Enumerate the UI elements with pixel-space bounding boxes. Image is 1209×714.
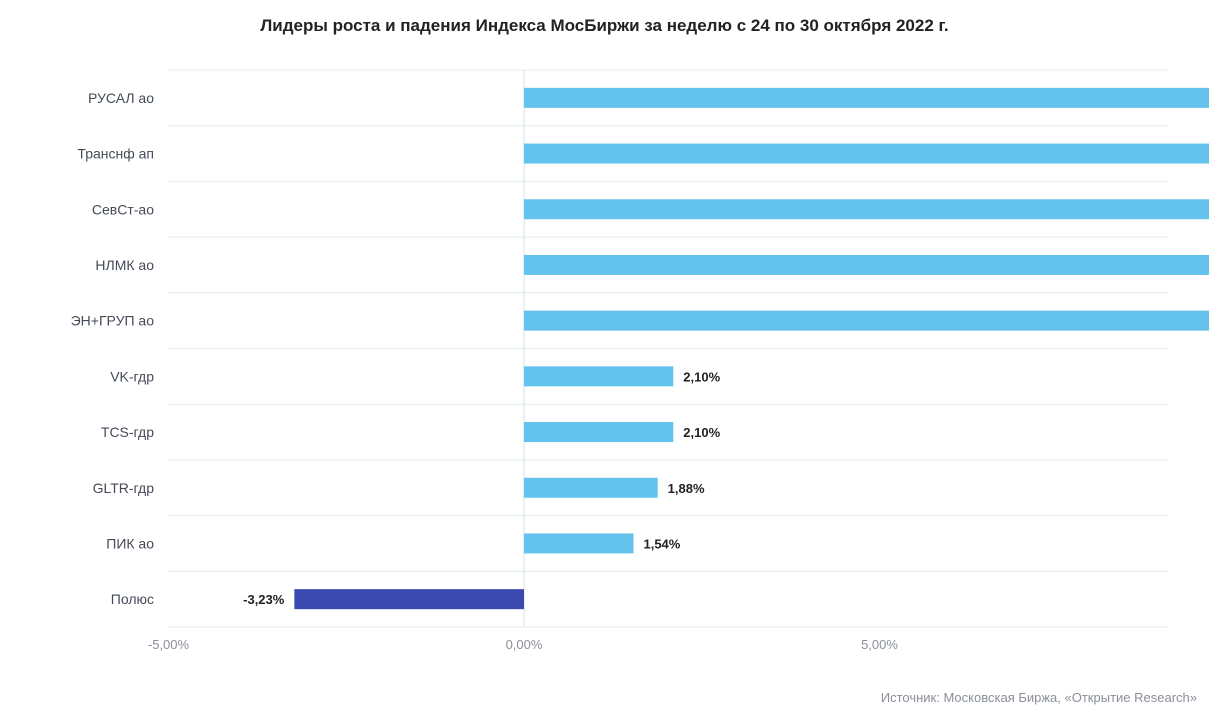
bar [524,87,1209,108]
bars [294,87,1209,610]
source-note: Источник: Московская Биржа, «Открытие Re… [880,690,1197,705]
category-label: Транснф ап [77,146,154,162]
bar [524,199,1209,220]
data-label: -3,23% [243,592,285,607]
data-label: 1,88% [668,481,705,496]
labels: РУСАЛ ао15,20%Транснф ап14,55%СевСт-ао13… [71,90,899,652]
data-label: 2,10% [683,425,720,440]
category-label: ПИК ао [106,535,154,551]
x-tick-label: 5,00% [861,637,898,652]
category-label: GLTR-гдр [93,480,155,496]
bar [294,589,524,610]
x-tick-label: 0,00% [506,637,543,652]
bar [524,533,634,554]
bar [524,422,674,443]
bar [524,310,1209,331]
category-label: TCS-гдр [101,424,154,440]
category-label: ЭН+ГРУП ао [71,313,155,329]
bar [524,254,1209,275]
data-label: 1,54% [643,536,680,551]
data-label: 2,10% [683,369,720,384]
category-label: СевСт-ао [92,201,154,217]
category-label: РУСАЛ ао [88,90,154,106]
bar [524,143,1209,164]
x-tick-label: -5,00% [148,637,190,652]
category-label: VK-гдр [110,368,154,384]
chart-title: Лидеры роста и падения Индекса МосБиржи … [260,16,949,35]
category-label: Полюс [111,591,154,607]
bar [524,366,674,387]
bar [524,477,658,498]
category-label: НЛМК ао [95,257,154,273]
